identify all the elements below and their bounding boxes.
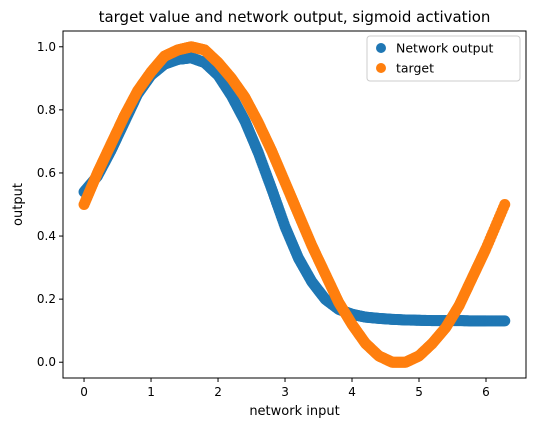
legend-marker <box>376 43 386 53</box>
data-layer <box>78 41 511 368</box>
legend-label: Network output <box>396 41 493 56</box>
x-tick-label: 0 <box>80 385 88 399</box>
data-point <box>499 199 511 210</box>
y-tick-label: 0.4 <box>37 229 56 243</box>
y-tick-label: 0.0 <box>37 355 56 369</box>
x-tick-label: 5 <box>415 385 423 399</box>
x-tick-label: 1 <box>147 385 155 399</box>
plot-frame <box>62 30 527 379</box>
series-target <box>78 41 511 368</box>
series-network-output <box>78 52 511 327</box>
legend-label: target <box>396 61 434 76</box>
y-tick-label: 1.0 <box>37 40 56 54</box>
x-axis: 0 1 2 3 4 5 6 <box>80 378 490 399</box>
x-tick-label: 2 <box>214 385 222 399</box>
y-tick-label: 0.6 <box>37 166 56 180</box>
x-tick-label: 3 <box>281 385 289 399</box>
x-axis-label: network input <box>249 404 339 419</box>
legend: Network output target <box>366 35 521 82</box>
legend-box <box>366 35 521 82</box>
legend-marker <box>376 63 386 73</box>
x-tick-label: 4 <box>348 385 356 399</box>
y-tick-label: 0.2 <box>37 292 56 306</box>
y-tick-label: 0.8 <box>37 103 56 117</box>
x-tick-label: 6 <box>482 385 490 399</box>
chart-title: target value and network output, sigmoid… <box>99 8 491 26</box>
y-axis: 0.0 0.2 0.4 0.6 0.8 1.0 <box>37 40 63 369</box>
y-axis-label: output <box>11 183 26 226</box>
data-point <box>499 315 511 327</box>
